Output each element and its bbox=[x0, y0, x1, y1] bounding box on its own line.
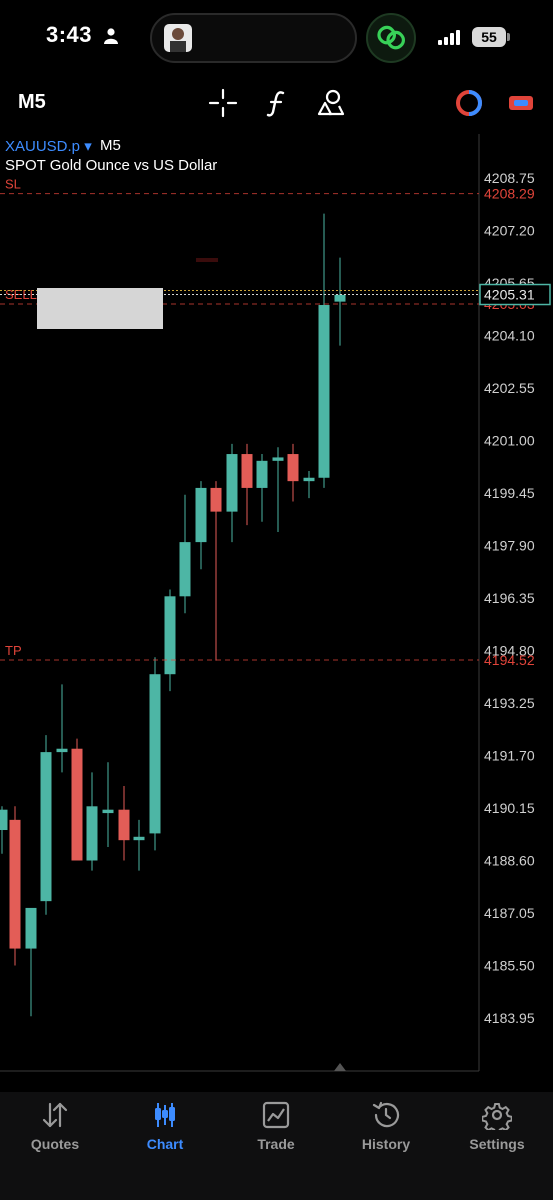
battery-level: 55 bbox=[472, 27, 506, 47]
candle-up bbox=[272, 457, 284, 461]
link-icon[interactable] bbox=[366, 13, 416, 63]
price-tick-label: 4187.05 bbox=[484, 905, 535, 921]
chart-icon bbox=[155, 1103, 175, 1127]
candle-up bbox=[226, 454, 238, 512]
account-icon[interactable] bbox=[454, 88, 484, 118]
person-icon bbox=[104, 28, 118, 44]
candle-up bbox=[179, 542, 191, 597]
tab-trade[interactable]: Trade bbox=[221, 1100, 331, 1152]
symbol-name[interactable]: XAUUSD.p bbox=[5, 138, 81, 155]
chart-timeframe: M5 bbox=[100, 137, 121, 154]
candle-up bbox=[25, 907, 37, 949]
tab-label: Settings bbox=[469, 1136, 525, 1152]
level-label-sl: SL bbox=[5, 177, 21, 192]
candle-up bbox=[0, 809, 8, 831]
price-tick-label: 4202.55 bbox=[484, 380, 535, 396]
price-tick-label: 4204.10 bbox=[484, 328, 535, 344]
candle-up bbox=[303, 477, 315, 482]
tab-settings[interactable]: Settings bbox=[442, 1100, 552, 1152]
trade-icon bbox=[262, 1101, 290, 1129]
price-tick-label: 4197.90 bbox=[484, 538, 535, 554]
price-tick-label: 4183.95 bbox=[484, 1010, 535, 1026]
time-tick-label: 15 Oct 11:00 bbox=[409, 1076, 488, 1078]
level-price-sl: 4208.29 bbox=[484, 186, 535, 202]
candle-down bbox=[118, 809, 130, 841]
tab-quotes[interactable]: Quotes bbox=[0, 1100, 110, 1152]
time-tick-label: 15 Oct 09:40 bbox=[166, 1076, 246, 1078]
tab-label: Chart bbox=[146, 1136, 184, 1152]
order-marker bbox=[196, 258, 218, 262]
price-tick-label: 4188.60 bbox=[484, 853, 535, 869]
candle-up bbox=[334, 294, 346, 302]
price-tick-label: 4193.25 bbox=[484, 695, 535, 711]
tab-chart[interactable]: Chart bbox=[110, 1100, 220, 1152]
tab-bar bbox=[0, 1092, 553, 1200]
tab-label: Quotes bbox=[30, 1136, 80, 1152]
candle-up bbox=[164, 596, 176, 675]
candle-up bbox=[40, 752, 52, 902]
candle-down bbox=[210, 487, 222, 512]
candle-up bbox=[318, 305, 330, 478]
symbol-caret-icon[interactable]: ▾ bbox=[84, 138, 92, 155]
time-tick-label: 15 Oct 10:20 bbox=[287, 1076, 367, 1078]
status-time: 3:43 bbox=[46, 22, 93, 47]
candle-up bbox=[102, 809, 114, 814]
signal-icon bbox=[438, 30, 460, 45]
candle-down bbox=[71, 748, 83, 861]
price-tick-label: 4190.15 bbox=[484, 800, 535, 816]
candle-up bbox=[195, 487, 207, 543]
price-tick-label: 4194.80 bbox=[484, 643, 535, 659]
price-tick-label: 4207.20 bbox=[484, 223, 535, 239]
candle-down bbox=[9, 819, 21, 949]
level-price-tp: 4194.52 bbox=[484, 652, 535, 668]
level-label-tp: TP bbox=[5, 643, 22, 658]
battery-cap bbox=[507, 33, 510, 41]
price-tick-label: 4208.75 bbox=[484, 170, 535, 186]
settings-icon bbox=[482, 1102, 512, 1130]
avatar bbox=[164, 24, 192, 52]
quotes-icon bbox=[42, 1102, 68, 1128]
symbol-description: SPOT Gold Ounce vs US Dollar bbox=[5, 157, 218, 174]
tab-label: Trade bbox=[257, 1136, 295, 1152]
candle-down bbox=[287, 454, 299, 482]
objects-icon[interactable] bbox=[316, 88, 346, 118]
price-tick-label: 4199.45 bbox=[484, 485, 535, 501]
history-icon bbox=[372, 1101, 400, 1128]
tab-label: History bbox=[361, 1136, 411, 1152]
price-tick-label: 4201.00 bbox=[484, 433, 535, 449]
toggle-icon[interactable] bbox=[506, 88, 536, 118]
price-tick-label: 4196.35 bbox=[484, 590, 535, 606]
current-price-label: 4205.31 bbox=[484, 287, 535, 303]
price-tick-label: 4185.50 bbox=[484, 958, 535, 974]
time-tick-label: 15 Oct 09:00 bbox=[42, 1076, 122, 1078]
time-marker-icon bbox=[334, 1063, 346, 1071]
candle-up bbox=[133, 836, 145, 841]
candle-up bbox=[149, 674, 161, 834]
candle-up bbox=[56, 748, 68, 753]
candle-up bbox=[86, 806, 98, 861]
order-box[interactable] bbox=[37, 288, 163, 329]
tab-history[interactable]: History bbox=[331, 1100, 441, 1152]
candle-up bbox=[256, 460, 268, 488]
crosshair-icon[interactable] bbox=[208, 88, 238, 118]
price-chart[interactable]: 4208.754207.204205.654204.104202.554201.… bbox=[0, 134, 553, 1078]
function-icon[interactable] bbox=[262, 88, 292, 118]
candle-down bbox=[241, 454, 253, 488]
price-tick-label: 4191.70 bbox=[484, 748, 535, 764]
timeframe-button[interactable]: M5 bbox=[18, 91, 46, 113]
chart-symbol[interactable]: XAUUSD.p ▾ bbox=[5, 137, 92, 155]
current-price-box bbox=[479, 283, 551, 306]
